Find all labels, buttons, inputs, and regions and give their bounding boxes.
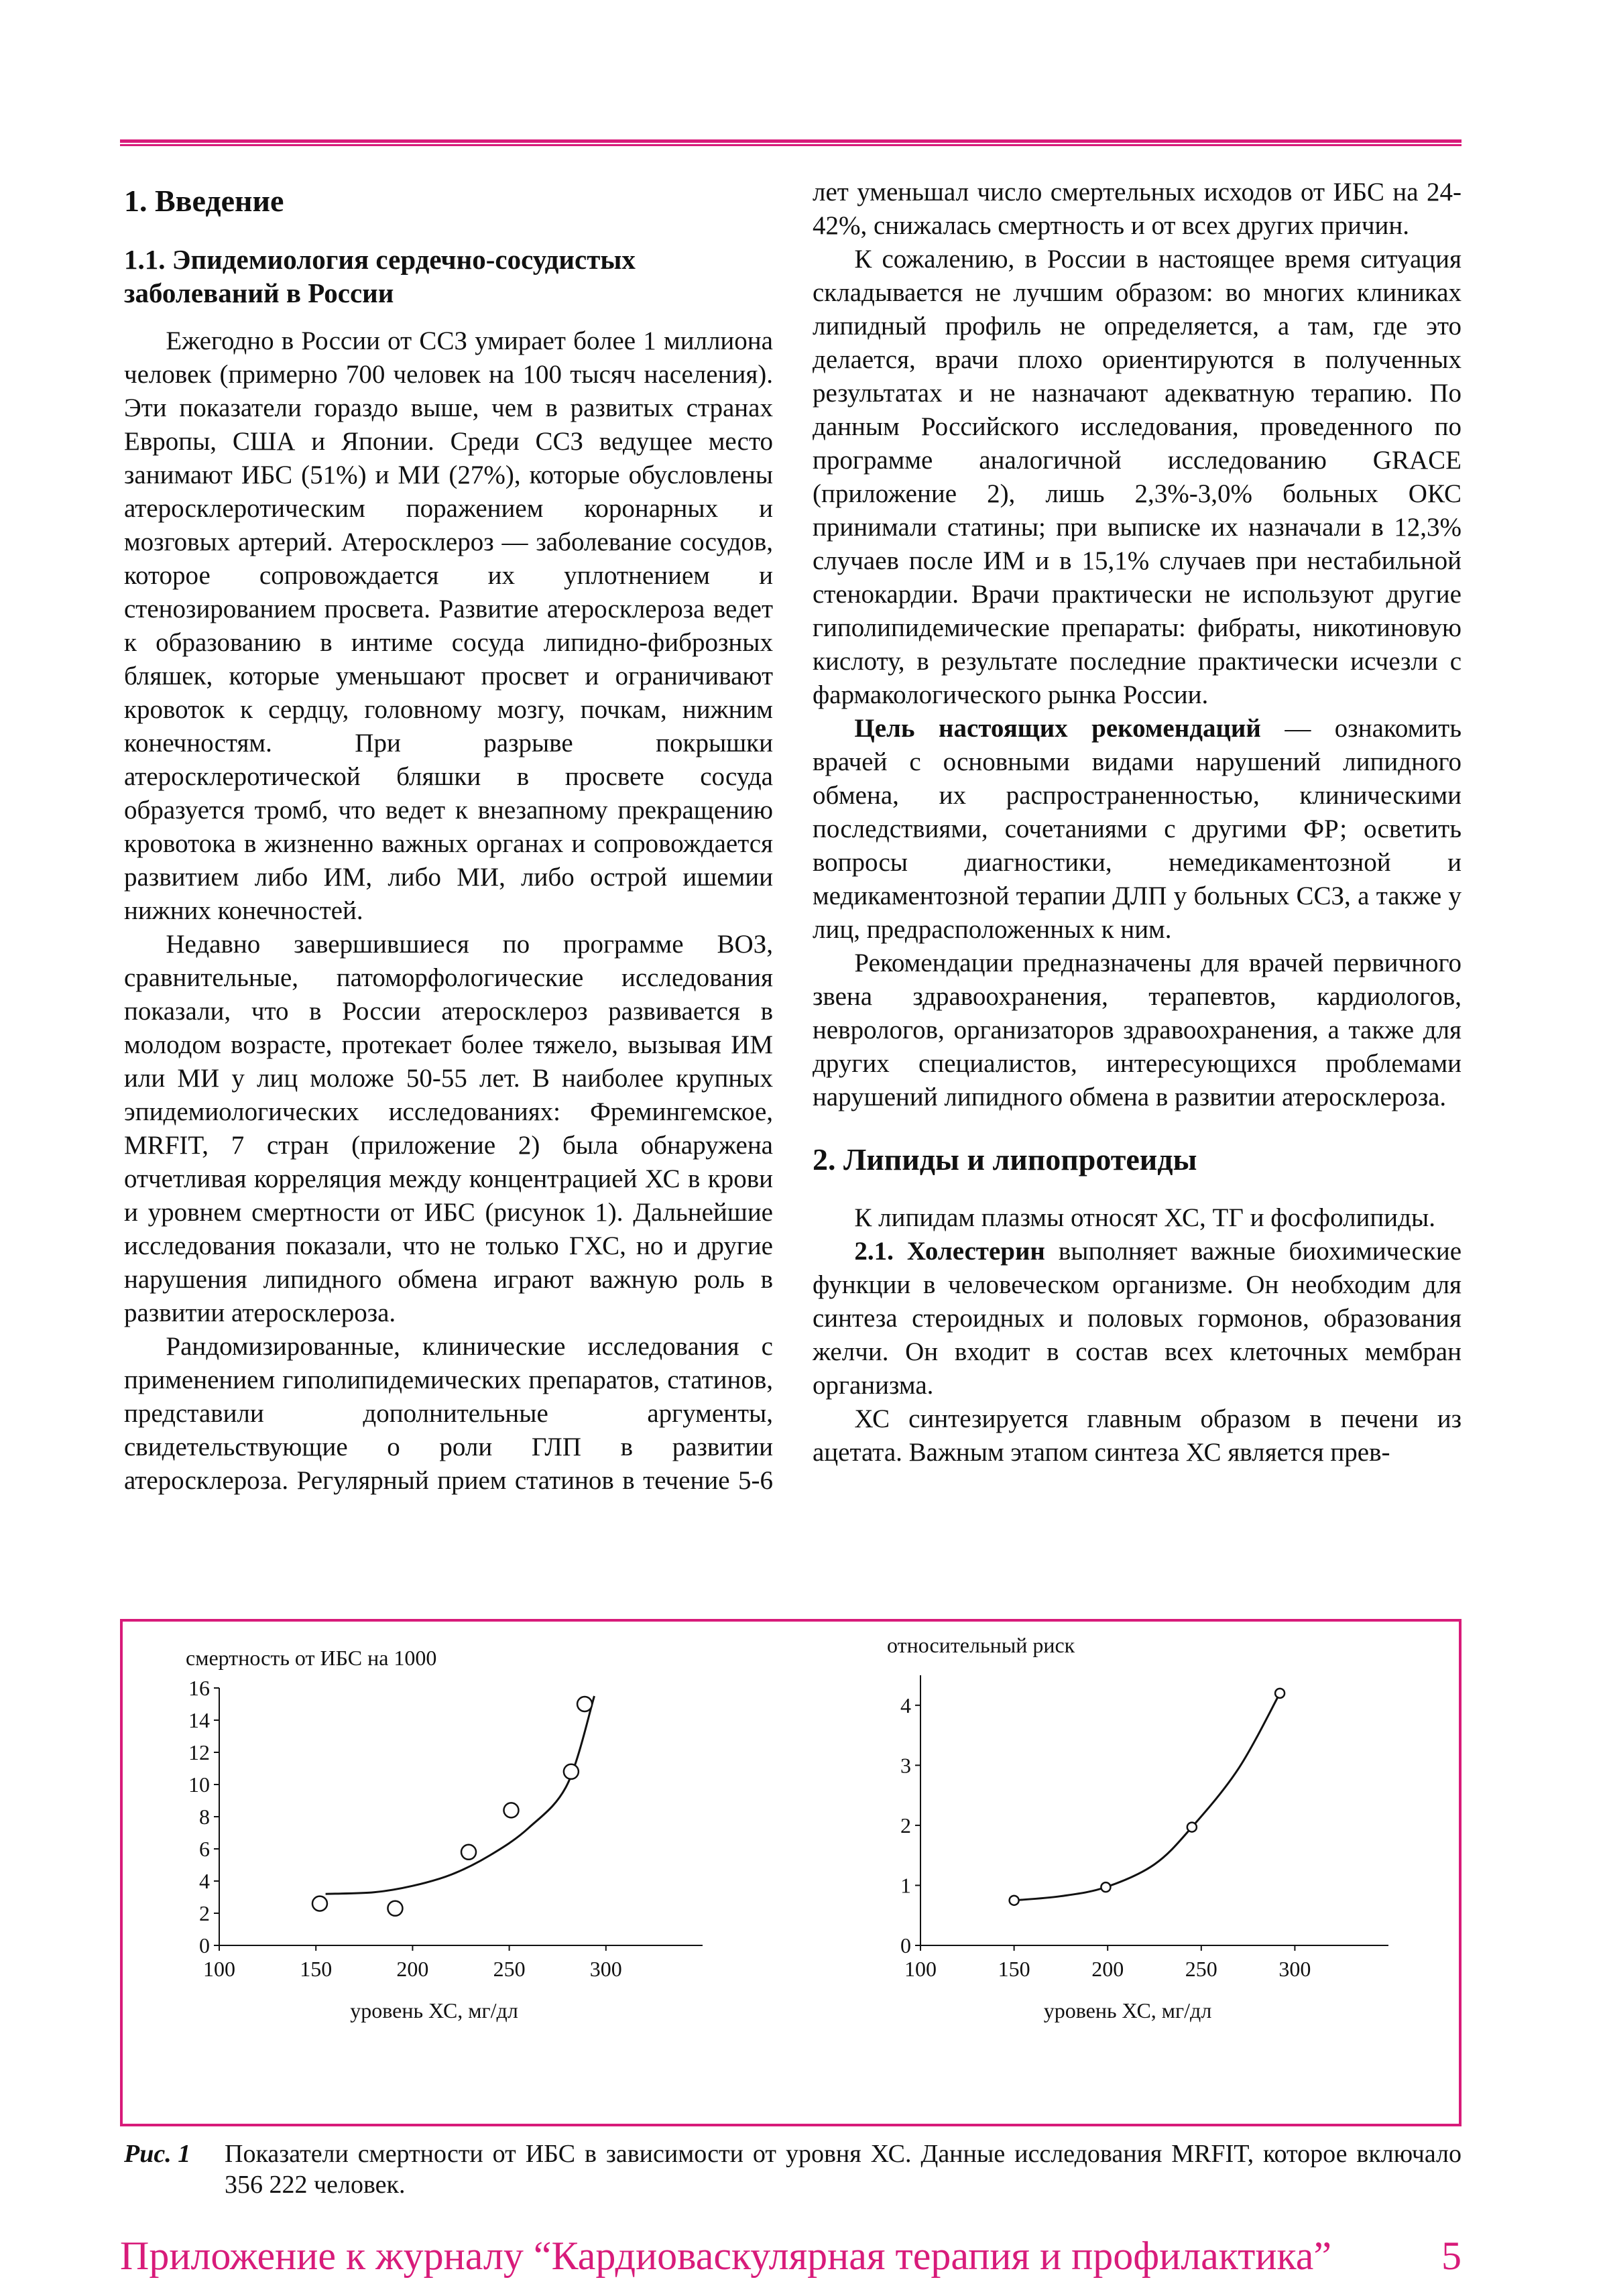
y-tick-label: 2 xyxy=(199,1901,210,1925)
data-point xyxy=(311,1895,329,1912)
data-point xyxy=(1100,1881,1112,1893)
x-tick-label: 150 xyxy=(998,1957,1030,1981)
caption-text: Показатели смертности от ИБС в зависимос… xyxy=(225,2140,1462,2199)
y-tick-label: 0 xyxy=(199,1933,210,1957)
data-point xyxy=(387,1900,404,1917)
data-point xyxy=(1186,1821,1198,1833)
x-tick-label: 150 xyxy=(300,1957,332,1981)
x-tick-label: 100 xyxy=(904,1957,937,1981)
section-heading: 2. Липиды и липопротеиды xyxy=(813,1142,1197,1176)
y-tick-label: 16 xyxy=(188,1676,210,1700)
paragraph-text: — ознакомить врачей с основными видами н… xyxy=(813,714,1462,944)
figure-box: смертность от ИБС на 1000 уровень ХС, мг/… xyxy=(120,1619,1462,2126)
data-point xyxy=(1008,1894,1020,1907)
y-tick-label: 14 xyxy=(188,1708,210,1732)
data-point xyxy=(503,1802,520,1819)
paragraph-text: Рекомендации предназначены для врачей пе… xyxy=(813,949,1462,1111)
data-point xyxy=(576,1695,593,1713)
paragraph-text: К сожалению, в России в настоящее время … xyxy=(813,245,1462,709)
paragraph: 2.1. Холестерин выполняет важные биохими… xyxy=(813,1235,1462,1402)
footer: Приложение к журналу “Кардиоваскулярная … xyxy=(120,2232,1462,2279)
x-tick-label: 250 xyxy=(493,1957,526,1981)
journal-title: Приложение к журналу “Кардиоваскулярная … xyxy=(120,2234,1332,2278)
trend-curve xyxy=(1014,1693,1281,1902)
paragraph: Цель настоящих рекомендаций — ознакомить… xyxy=(813,712,1462,947)
y-tick-label: 6 xyxy=(199,1837,210,1861)
paragraph-lead: Цель настоящих рекомендаций xyxy=(854,714,1261,743)
y-tick-label: 3 xyxy=(900,1753,911,1777)
y-tick-label: 1 xyxy=(900,1873,911,1897)
paragraph: Недавно завершившиеся по программе ВОЗ, … xyxy=(124,928,773,1330)
y-tick-label: 0 xyxy=(900,1933,911,1957)
paragraph: Рандомизированные, клинические исследова… xyxy=(124,176,1462,1498)
paragraph-text: Недавно завершившиеся по программе ВОЗ, … xyxy=(124,930,773,1327)
x-tick-label: 200 xyxy=(1091,1957,1124,1981)
data-point xyxy=(460,1844,477,1861)
x-tick-label: 200 xyxy=(396,1957,428,1981)
y-tick-label: 8 xyxy=(199,1805,210,1829)
paragraph: Ежегодно в России от ССЗ умирает более 1… xyxy=(124,324,773,928)
paragraph-text: К липидам плазмы относят ХС, ТГ и фосфол… xyxy=(854,1203,1435,1232)
data-point xyxy=(1274,1687,1286,1699)
paragraph-text: выполняет важные биохимические функции в… xyxy=(813,1237,1462,1400)
paragraph-text: Рандомизированные, клинические исследова… xyxy=(124,178,1462,1495)
y-tick-label: 12 xyxy=(188,1740,210,1764)
x-tick-label: 300 xyxy=(590,1957,622,1981)
y-tick-label: 2 xyxy=(900,1813,911,1837)
paragraph-text: Ежегодно в России от ССЗ умирает более 1… xyxy=(124,326,773,925)
figure-label: Рис. 1 xyxy=(124,2140,191,2168)
x-axis-label: уровень ХС, мг/дл xyxy=(350,1998,518,2022)
figure-charts: смертность от ИБС на 1000 уровень ХС, мг/… xyxy=(186,1633,1388,2022)
paragraph-lead: 2.1. Холестерин xyxy=(854,1237,1045,1266)
paragraph: К липидам плазмы относят ХС, ТГ и фосфол… xyxy=(813,1201,1462,1235)
data-point xyxy=(562,1763,580,1780)
trend-curve xyxy=(325,1695,595,1895)
paragraph: Рекомендации предназначены для врачей пе… xyxy=(813,947,1462,1114)
paragraph: ХС синтезируется главным образом в печен… xyxy=(813,1402,1462,1469)
y-axis-label: смертность от ИБС на 1000 xyxy=(186,1646,436,1670)
figure-caption: Рис. 1 Показатели смертности от ИБС в за… xyxy=(124,2138,1462,2200)
header-rule xyxy=(120,139,1462,146)
section-heading: 1. Введение xyxy=(124,184,284,218)
x-tick-label: 250 xyxy=(1185,1957,1217,1981)
paragraph: К сожалению, в России в настоящее время … xyxy=(813,243,1462,712)
subsection-heading: 1.1. Эпидемиология сердечно-сосудистых з… xyxy=(124,244,636,308)
page-number: 5 xyxy=(1441,2234,1462,2278)
y-tick-label: 4 xyxy=(199,1869,210,1893)
y-tick-label: 4 xyxy=(900,1693,911,1717)
article-body: 1. Введение 1.1. Эпидемиология сердечно-с… xyxy=(124,176,1462,1498)
x-axis-label: уровень ХС, мг/дл xyxy=(1044,1998,1212,2022)
x-tick-label: 100 xyxy=(203,1957,235,1981)
y-tick-label: 10 xyxy=(188,1772,210,1797)
y-axis-label: относительный риск xyxy=(887,1633,1075,1657)
paragraph-text: ХС синтезируется главным образом в печен… xyxy=(813,1404,1462,1467)
x-tick-label: 300 xyxy=(1278,1957,1311,1981)
